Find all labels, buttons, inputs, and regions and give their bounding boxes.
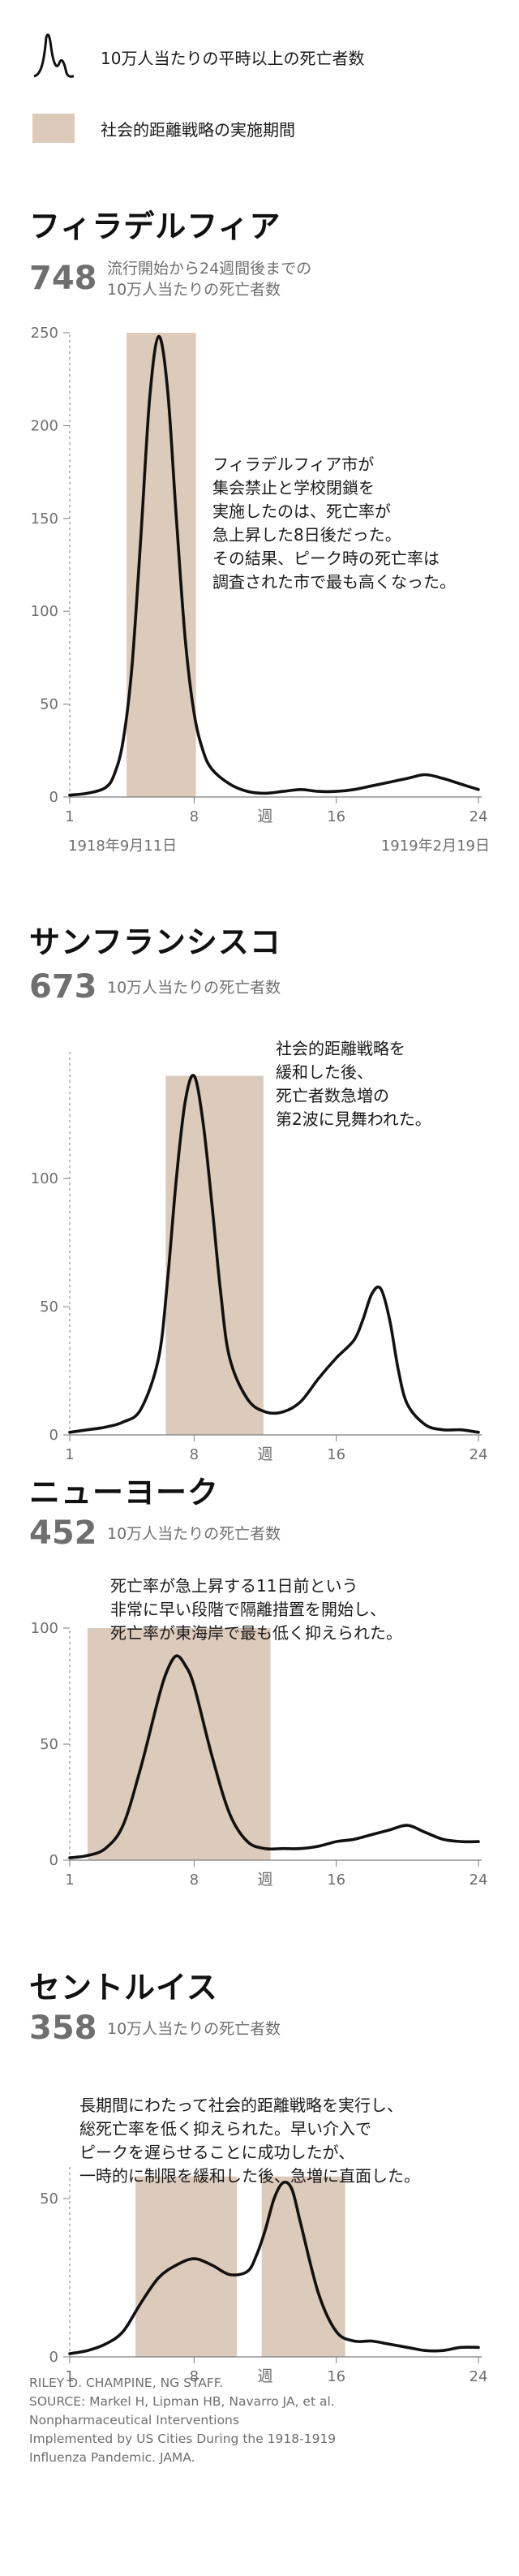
mortality-chart: 0 50 100 150 200 250 1 8 16 24 週 1918年9月11日 1919年2月1… (31, 325, 490, 855)
line-legend-icon (33, 33, 75, 78)
y-tick-label: 200 (31, 417, 58, 434)
death-total-label: 10万人当たりの死亡者数 (107, 1525, 281, 1543)
chart-annotation: 長期間にわたって社会的距離戦略を実行し、 総死亡率を低く抑えられた。早い介入で … (79, 2096, 420, 2186)
y-tick-label: 100 (31, 1620, 58, 1637)
x-tick-label: 8 (190, 808, 199, 825)
x-axis-label: 週 (258, 2367, 273, 2385)
band-legend-swatch (32, 114, 75, 143)
city-title: フィラデルフィア (29, 209, 281, 244)
series-line (68, 1654, 480, 1859)
death-total-label: 10万人当たりの死亡者数 (107, 979, 281, 997)
x-tick-label: 8 (190, 1872, 199, 1889)
y-tick-label: 100 (31, 1170, 58, 1187)
chart-annotation: 社会的距離戦略を 緩和した後、 死亡者数急増の 第2波に見舞われた。 (276, 1039, 431, 1129)
x-axis-label: 週 (258, 808, 273, 825)
legend-band-item: 社会的距離戦略の実施期間 (32, 114, 295, 143)
x-tick-label: 24 (470, 2368, 488, 2385)
x-tick-label: 16 (327, 808, 345, 825)
series-line (68, 334, 480, 797)
death-total-label: 流行開始から24週間後までの 10万人当たりの死亡者数 (107, 260, 312, 299)
x-tick-label: 8 (190, 2368, 199, 2385)
y-tick-label: 0 (49, 1852, 58, 1869)
distancing-band (87, 1628, 271, 1860)
x-axis-label: 週 (258, 1871, 273, 1889)
death-total: 452 (29, 1514, 97, 1552)
series-line (68, 2180, 480, 2355)
city-title: サンフランシスコ (29, 924, 281, 960)
y-tick-label: 0 (49, 2349, 58, 2366)
y-tick-label: 150 (31, 510, 58, 528)
chart-annotation: 死亡率が急上昇する11日前という 非常に早い段階で隔離措置を開始し、 死亡率が東… (110, 1576, 402, 1643)
y-tick-label: 50 (40, 2190, 58, 2208)
x-start-date: 1918年9月11日 (68, 838, 177, 855)
death-total: 358 (29, 2010, 97, 2047)
death-total: 748 (29, 260, 97, 297)
death-total-label: 10万人当たりの死亡者数 (107, 2020, 281, 2038)
x-tick-label: 24 (470, 808, 488, 825)
y-tick-label: 50 (40, 1736, 58, 1753)
y-tick-label: 250 (31, 325, 58, 342)
distancing-band (135, 2176, 237, 2357)
x-tick-label: 16 (327, 1446, 345, 1463)
x-axis-label: 週 (258, 1445, 273, 1463)
legend-line-item: 10万人当たりの平時以上の死亡者数 (32, 32, 364, 81)
x-end-date: 1919年2月19日 (381, 838, 490, 855)
x-tick-label: 1 (65, 1446, 74, 1463)
city-title: ニューヨーク (29, 1475, 220, 1510)
y-tick-label: 100 (31, 603, 58, 620)
city-title: セントルイス (29, 1970, 218, 2005)
distancing-band (127, 333, 196, 797)
mortality-chart: 0 50 100 1 8 16 24 週 (31, 1050, 488, 1463)
x-tick-label: 24 (470, 1872, 488, 1889)
x-tick-label: 1 (65, 1872, 74, 1889)
legend-line-label: 10万人当たりの平時以上の死亡者数 (101, 48, 365, 68)
y-tick-label: 50 (40, 696, 58, 713)
y-tick-label: 0 (49, 1427, 58, 1444)
series-line (68, 1074, 480, 1434)
x-tick-label: 16 (327, 2368, 345, 2385)
distancing-band (261, 2176, 345, 2357)
x-tick-label: 16 (327, 1872, 345, 1889)
x-tick-label: 24 (470, 1446, 488, 1463)
death-total: 673 (29, 968, 97, 1006)
x-tick-label: 1 (65, 2368, 74, 2385)
x-tick-label: 1 (65, 808, 74, 825)
legend-band-label: 社会的距離戦略の実施期間 (101, 119, 295, 140)
mortality-chart: 0 50 1 8 16 24 週 (40, 2167, 488, 2385)
chart-annotation: フィラデルフィア市が 集会禁止と学校閉鎖を 実施したのは、死亡率が 急上昇した8… (212, 454, 456, 592)
legend: 10万人当たりの平時以上の死亡者数 社会的距離戦略の実施期間 (32, 32, 487, 154)
mortality-chart: 0 50 100 1 8 16 24 週 (31, 1620, 488, 1889)
y-tick-label: 0 (49, 789, 58, 806)
x-tick-label: 8 (190, 1446, 199, 1463)
source-credit: RILEY D. CHAMPINE, NG STAFF. SOURCE: Mar… (29, 2376, 337, 2465)
y-tick-label: 50 (40, 1299, 58, 1316)
